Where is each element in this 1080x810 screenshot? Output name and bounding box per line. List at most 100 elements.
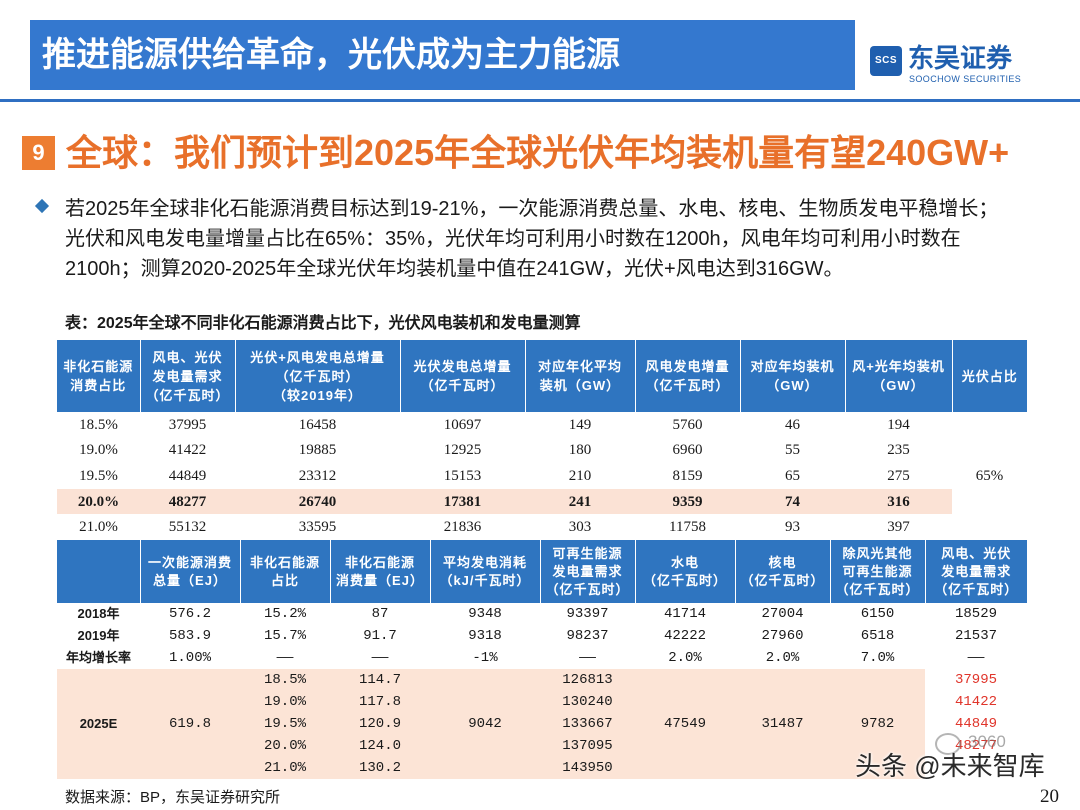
section-title: 全球：我们预计到2025年全球光伏年均装机量有望240GW+ [66,132,1010,173]
table-cell: 619.8 [140,669,240,779]
table-cell: 137095 [540,735,635,757]
table-cell: 11758 [669,519,706,536]
table-cell: 41714 [663,606,706,622]
table-cell: —— [967,650,985,666]
column-header: 光伏+风电发电总增量 （亿千瓦时） （较2019年） [235,340,401,412]
table-cell: 46 [785,416,800,433]
table-cell: 133667 [540,713,635,735]
table-cell: 42222 [663,628,706,644]
table-cell: 20.0% [240,735,330,757]
table-cell: 31487 [735,669,830,779]
table-cell: 91.7 [363,628,397,644]
table-cell: 5760 [672,416,703,433]
diamond-bullet-icon [34,198,50,214]
table-cell: 20.0% [57,488,140,515]
bullet-line: 光伏和风电发电量增量占比在65%：35%，光伏年均可利用小时数在1200h，风电… [65,228,961,250]
table-caption: 表：2025年全球不同非化石能源消费占比下，光伏风电装机和发电量测算 [65,315,581,332]
table-row: 19.5% 44849 23312 15153 210 8159 65 275 [57,463,1027,489]
highlighted-table-row: 20.0% 48277 26740 17381 241 9359 74 316 [57,488,1027,515]
brand-name: 东吴证券 [908,43,1013,73]
header-divider [0,99,1080,102]
bullet-line: 2100h；测算2020-2025年全球光伏年均装机量中值在241GW，光伏+风… [65,258,844,280]
column-header: 非化石能源 消费占比 [57,340,141,412]
install-estimate-table: 非化石能源 消费占比 风电、光伏 发电量需求 （亿千瓦时） 光伏+风电发电总增量… [57,340,1027,540]
solar-share-cell: 65% [975,467,1004,484]
table-cell: 210 [568,467,592,484]
forecast-label: 2025E [57,669,140,779]
table-header-row: 非化石能源 消费占比 风电、光伏 发电量需求 （亿千瓦时） 光伏+风电发电总增量… [57,340,1027,412]
table-cell: 19.0% [240,691,330,713]
table-cell: 126813 [540,669,635,691]
table-cell: 23312 [298,467,337,484]
table-cell: 2.0% [765,650,800,666]
table-cell: 120.9 [330,713,430,735]
table-cell: 47549 [635,669,735,779]
table-cell: 48277 [954,738,997,754]
table-cell: 316 [845,488,952,515]
table-cell: 1.00% [168,650,211,666]
page-number: 20 [1040,786,1059,807]
column-header: 可再生能源 发电量需求 （亿千瓦时） [540,540,636,603]
table-cell: 15.7% [263,628,306,644]
column-header: 对应年均装机 （GW） [740,340,846,412]
column-header: 对应年化平均 装机（GW） [525,340,636,412]
table-cell: 9359 [635,488,740,515]
table-cell: 9782 [830,669,925,779]
table-cell: 37995 [168,416,207,433]
table-cell: 27960 [761,628,804,644]
table-cell: 55132 [168,519,207,536]
column-header: 除风光其他 可再生能源 （亿千瓦时） [830,540,926,603]
table-cell: 9348 [468,606,502,622]
column-header: 风电、光伏 发电量需求 （亿千瓦时） [140,340,236,412]
column-header-empty [57,540,141,603]
table-cell: 17381 [400,488,525,515]
column-header: 风+光年均装机 （GW） [845,340,953,412]
column-header: 水电 （亿千瓦时） [635,540,736,603]
forecast-row: 20.0% 124.0 137095 48277 [57,735,1027,757]
table-cell: 149 [568,416,592,433]
column-header: 风电、光伏 发电量需求 （亿千瓦时） [925,540,1027,603]
table-cell: 397 [887,519,910,536]
wechat-watermark-icon [935,733,961,755]
column-header: 光伏占比 [952,340,1027,412]
table-cell: 114.7 [330,669,430,691]
table-cell: 130240 [540,691,635,713]
table-row: 年均增长率 1.00% —— —— -1% —— 2.0% 2.0% 7.0% … [57,647,1027,669]
table-cell: 124.0 [330,735,430,757]
section-number-badge: 9 [22,136,55,170]
table-cell: 41422 [168,442,207,459]
column-header: 平均发电消耗 （kJ/千瓦时） [430,540,541,603]
table-cell: 9318 [468,628,502,644]
table-cell: 21836 [443,519,482,536]
table-cell: 44849 [954,716,997,732]
table-cell: 2.0% [668,650,702,666]
table-cell: 27004 [761,606,804,622]
toutiao-watermark: 头条 @未来智库 [855,751,1045,781]
table-cell: 18.5% [240,669,330,691]
column-header: 核电 （亿千瓦时） [735,540,831,603]
brand-name-en: SOOCHOW SECURITIES [909,74,1022,84]
table-cell: 6518 [860,628,895,644]
table-cell: 21.0% [240,757,330,779]
table-cell: 87 [371,606,389,622]
table-cell: 93397 [566,606,609,622]
table-cell: 98237 [566,628,609,644]
table-cell: 21.0% [79,519,118,536]
table-cell: 6960 [672,442,703,459]
table-cell: 12925 [443,442,482,459]
table-cell: 130.2 [330,757,430,779]
table-cell: 9042 [430,669,540,779]
table-cell: 15153 [443,467,482,484]
table-cell: 15.2% [263,606,306,622]
table-cell: 74 [740,488,845,515]
table-cell: 583.9 [168,628,211,644]
table-cell: 19.5% [79,467,118,484]
table-cell: 19.0% [79,442,118,459]
table-cell: 93 [785,519,800,536]
table-cell: 6150 [860,606,895,622]
data-source-note: 数据来源：BP，东吴证券研究所 [65,789,281,806]
table-cell: 16458 [298,416,337,433]
table-row: 18.5% 37995 16458 10697 149 5760 46 194 … [57,412,1027,484]
column-header: 非化石能源 消费量（EJ） [330,540,431,603]
scs-logo-icon: SCS [870,46,902,76]
